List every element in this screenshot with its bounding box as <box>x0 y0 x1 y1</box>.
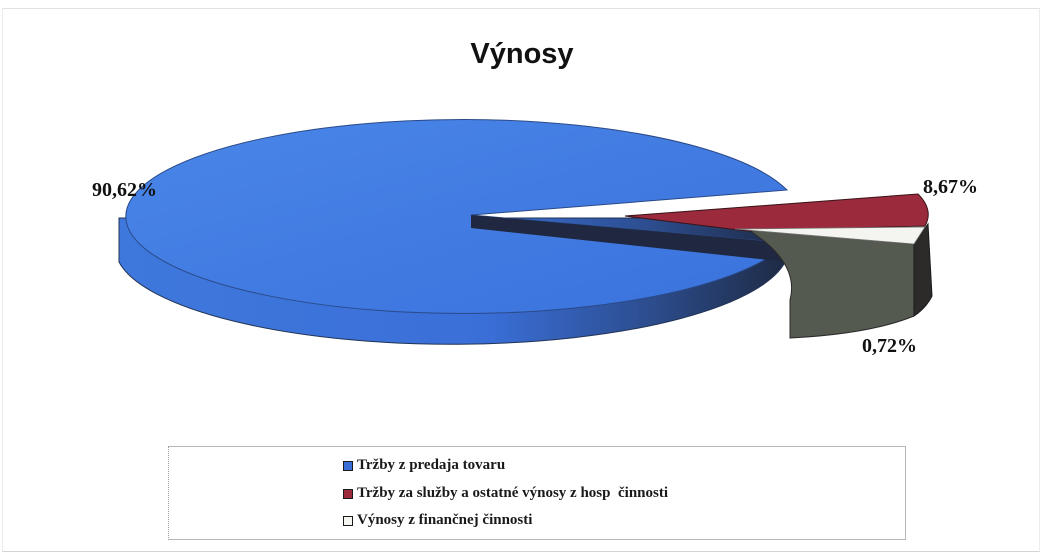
chart-legend: Tržby z predaja tovaru Tržby za služby a… <box>168 446 906 540</box>
legend-label: Tržby z predaja tovaru <box>357 457 506 473</box>
pie-labels: 90,62% 8,67% 0,72% <box>92 176 978 357</box>
data-label-3: 0,72% <box>862 335 917 357</box>
chart-frame <box>2 8 1040 552</box>
legend-swatch-2 <box>343 488 353 499</box>
legend-item: Tržby za služby a ostatné výnosy z hosp … <box>343 485 668 502</box>
legend-item: Výnosy z finančnej činnosti <box>343 512 532 529</box>
pie-slice-1 <box>125 119 789 314</box>
legend-label: Tržby za služby a ostatné výnosy z hosp … <box>357 485 669 501</box>
pie-slice-2 <box>624 193 929 232</box>
pie-slice-side-3 <box>746 228 915 339</box>
data-label-2: 8,67% <box>923 176 978 198</box>
pie-shapes <box>118 119 933 345</box>
legend-swatch-1 <box>343 460 353 471</box>
pie-inner-wall <box>471 215 787 262</box>
legend-swatch-3 <box>343 515 353 526</box>
chart-title: Výnosy <box>470 38 574 70</box>
legend-label: Výnosy z finančnej činnosti <box>357 512 533 528</box>
pie-slice-side-2 <box>913 222 933 317</box>
data-label-1: 90,62% <box>92 179 157 201</box>
pie-slice-3 <box>734 226 926 245</box>
legend-item: Tržby z predaja tovaru <box>343 457 505 474</box>
